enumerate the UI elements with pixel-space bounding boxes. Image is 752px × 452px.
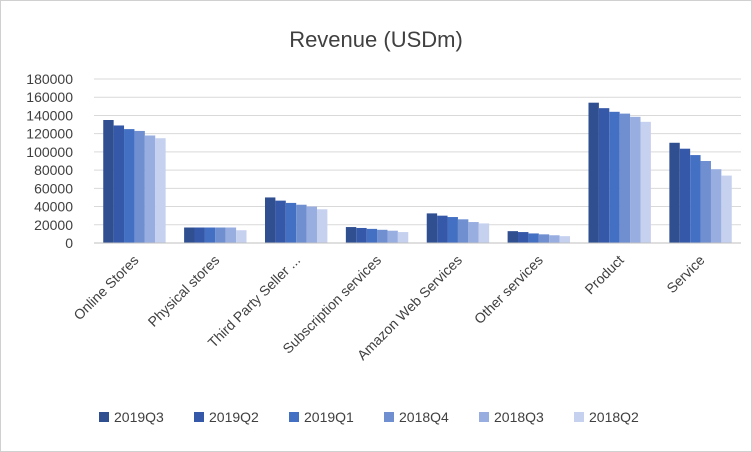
bar-2019Q1-3 <box>366 228 378 243</box>
legend-swatch <box>99 412 109 422</box>
bar-2019Q2-6 <box>598 108 610 244</box>
bar-2019Q2-4 <box>437 215 448 243</box>
legend-swatch <box>384 412 394 422</box>
bar-2019Q3-2 <box>264 197 276 243</box>
category-label: Physical stores <box>145 252 223 330</box>
legend-label: 2019Q3 <box>114 409 164 425</box>
y-tick-label: 100000 <box>26 144 73 160</box>
bar-2019Q3-3 <box>345 227 357 243</box>
legend-swatch <box>479 412 489 422</box>
bar-2018Q2-3 <box>397 232 409 243</box>
y-tick-label: 80000 <box>34 162 73 178</box>
bars <box>103 102 732 244</box>
y-tick-label: 120000 <box>26 126 73 142</box>
bar-2018Q3-1 <box>225 227 237 243</box>
y-tick-label: 180000 <box>26 71 73 87</box>
y-tick-label: 0 <box>65 235 73 251</box>
category-label: Product <box>581 252 627 298</box>
legend-swatch <box>574 412 584 422</box>
legend-label: 2019Q1 <box>304 409 354 425</box>
bar-2019Q3-1 <box>184 227 195 243</box>
bar-2018Q4-0 <box>134 130 145 243</box>
bar-2018Q3-3 <box>387 230 398 243</box>
bar-2018Q2-2 <box>316 209 328 243</box>
bar-2018Q4-6 <box>619 113 631 243</box>
bar-2019Q1-0 <box>124 129 135 243</box>
bar-2018Q3-6 <box>630 116 641 243</box>
y-tick-label: 20000 <box>34 217 73 233</box>
bar-2019Q1-4 <box>447 217 458 243</box>
legend-label: 2018Q4 <box>399 409 449 425</box>
bar-2018Q3-4 <box>468 222 479 243</box>
bar-2019Q2-0 <box>113 125 125 243</box>
bar-2019Q1-2 <box>285 202 297 243</box>
legend-swatch <box>289 412 299 422</box>
bar-2018Q3-2 <box>306 206 317 243</box>
bar-2018Q4-5 <box>538 234 550 243</box>
y-tick-label: 40000 <box>34 199 73 215</box>
bar-2018Q2-7 <box>721 175 732 243</box>
bar-2018Q4-7 <box>700 161 711 243</box>
legend-label: 2018Q3 <box>494 409 544 425</box>
legend-label: 2019Q2 <box>209 409 259 425</box>
bar-2018Q2-4 <box>478 223 490 243</box>
bar-2019Q3-4 <box>426 213 438 243</box>
bar-2019Q3-7 <box>669 142 680 243</box>
bar-2018Q4-1 <box>215 227 226 243</box>
bar-2019Q2-5 <box>518 232 529 243</box>
bar-2018Q2-5 <box>559 236 571 243</box>
y-tick-label: 60000 <box>34 180 73 196</box>
legend-label: 2018Q2 <box>589 409 639 425</box>
bar-2019Q1-1 <box>204 227 216 243</box>
bar-2019Q1-6 <box>609 111 620 243</box>
category-label: Service <box>663 252 707 296</box>
category-label: Other services <box>471 252 546 327</box>
bar-2018Q2-1 <box>236 230 247 243</box>
legend: 2019Q3 2019Q2 2019Q1 2018Q4 2018Q3 2018Q2 <box>99 409 639 425</box>
bar-2019Q1-7 <box>690 155 701 243</box>
bar-2019Q2-3 <box>356 227 367 243</box>
bar-2018Q3-7 <box>710 169 722 243</box>
bar-2019Q3-0 <box>103 120 114 243</box>
bar-2018Q4-4 <box>457 219 469 243</box>
bar-2018Q4-3 <box>377 229 388 243</box>
bar-2018Q4-2 <box>296 204 307 243</box>
y-axis-tick-labels: 0 20000 40000 60000 80000 100000 120000 140000 1… <box>26 71 73 251</box>
bar-2018Q3-0 <box>144 135 156 243</box>
bar-2019Q2-7 <box>679 148 691 243</box>
category-label: Online Stores <box>70 252 141 323</box>
bar-2019Q1-5 <box>528 233 539 243</box>
bar-2019Q3-5 <box>507 231 519 243</box>
bar-2018Q2-0 <box>155 138 166 243</box>
bar-2019Q2-1 <box>194 227 205 243</box>
bar-2018Q3-5 <box>549 235 560 243</box>
bar-2019Q2-2 <box>275 200 286 243</box>
gridlines <box>94 78 741 226</box>
bar-2018Q2-6 <box>640 121 651 243</box>
y-tick-label: 140000 <box>26 107 73 123</box>
chart-title: Revenue (USDm) <box>289 27 463 52</box>
bar-2019Q3-6 <box>588 102 599 243</box>
y-tick-label: 160000 <box>26 89 73 105</box>
legend-swatch <box>194 412 204 422</box>
